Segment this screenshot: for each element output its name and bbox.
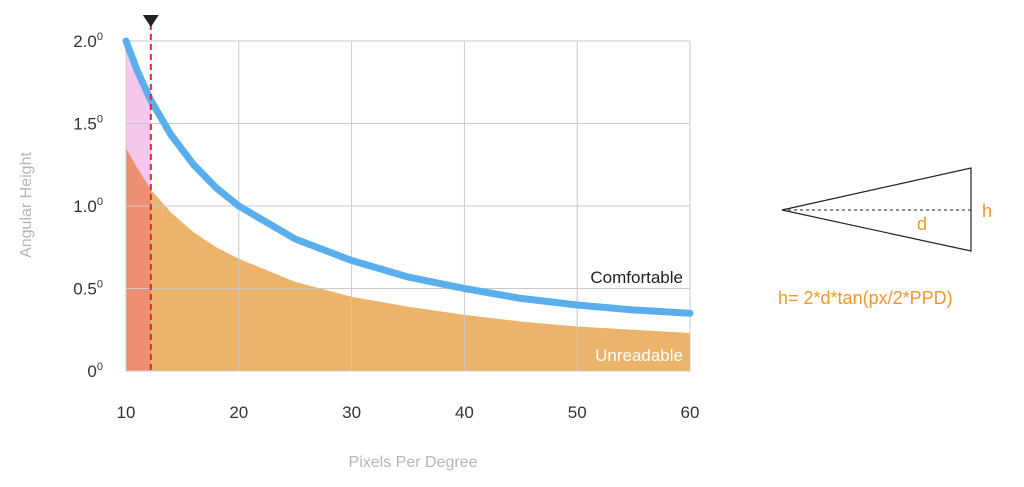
pink-zone [126,41,151,190]
y-tick-label: 00 [87,361,103,381]
diagram-h-label: h [982,201,992,221]
label-comfortable: Comfortable [590,268,683,287]
x-tick-label: 50 [568,403,587,422]
tick-labels: 10 20 30 40 50 60 00 0.50 1.00 1.50 2.00 [73,31,699,422]
x-tick-label: 40 [455,403,474,422]
unreadable-area [126,148,690,371]
x-tick-label: 60 [681,403,700,422]
y-tick-label: 2.00 [73,31,103,51]
threshold-marker-icon [142,15,159,27]
x-tick-label: 10 [117,403,136,422]
diagram-d-label: d [917,214,927,234]
grid-lines [125,40,691,372]
label-unreadable: Unreadable [595,346,683,365]
x-tick-label: 30 [342,403,361,422]
formula-text: h= 2*d*tan(px/2*PPD) [778,288,953,308]
y-tick-label: 0.50 [73,279,103,299]
y-tick-label: 1.50 [73,114,103,134]
x-tick-label: 20 [229,403,248,422]
area-fills [126,41,690,371]
left-unreadable-zone [126,148,151,371]
comfortable-curve [122,37,694,317]
series-lines [122,15,694,371]
cone-diagram: h d h= 2*d*tan(px/2*PPD) [778,167,992,308]
y-axis-title: Angular Height [18,152,35,258]
cone-outline [781,167,972,252]
y-tick-label: 1.00 [73,196,103,216]
x-axis-title: Pixels Per Degree [349,454,478,471]
